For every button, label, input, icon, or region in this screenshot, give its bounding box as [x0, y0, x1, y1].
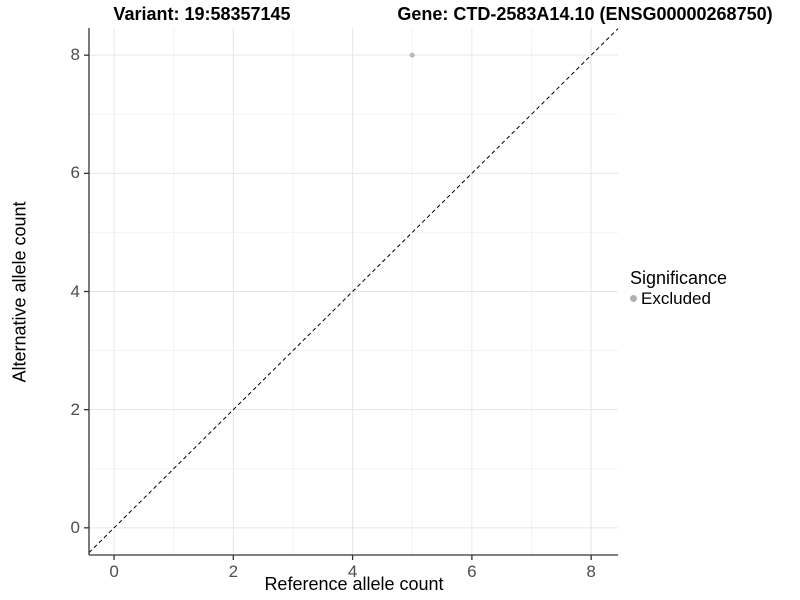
plot-panel [84, 28, 619, 560]
legend-title: Significance [630, 268, 728, 288]
x-tick-label: 6 [467, 562, 477, 581]
x-tick-label: 8 [586, 562, 596, 581]
identity-line [88, 28, 619, 553]
legend-item-excluded: Excluded [630, 289, 727, 308]
x-axis-title: Reference allele count [264, 574, 444, 594]
x-tick-label: 4 [347, 562, 358, 581]
legend-point-icon [630, 295, 637, 302]
y-tick-label: 8 [70, 45, 80, 65]
x-tick-label: 2 [228, 562, 239, 581]
gene-title: Gene: CTD-2583A14.10 (ENSG00000268750) [397, 4, 773, 24]
variant-title: Variant: 19:58357145 [113, 4, 291, 24]
y-tick-label: 2 [70, 399, 80, 419]
y-tick-label: 4 [70, 281, 80, 301]
legend: Significance Excluded [630, 268, 727, 308]
y-tick-label: 0 [70, 517, 80, 537]
legend-item-label: Excluded [641, 289, 711, 308]
data-point [409, 52, 415, 58]
y-axis-title: Alternative allele count [9, 201, 30, 383]
y-tick-label: 6 [70, 163, 80, 183]
x-tick-label: 0 [109, 562, 119, 581]
